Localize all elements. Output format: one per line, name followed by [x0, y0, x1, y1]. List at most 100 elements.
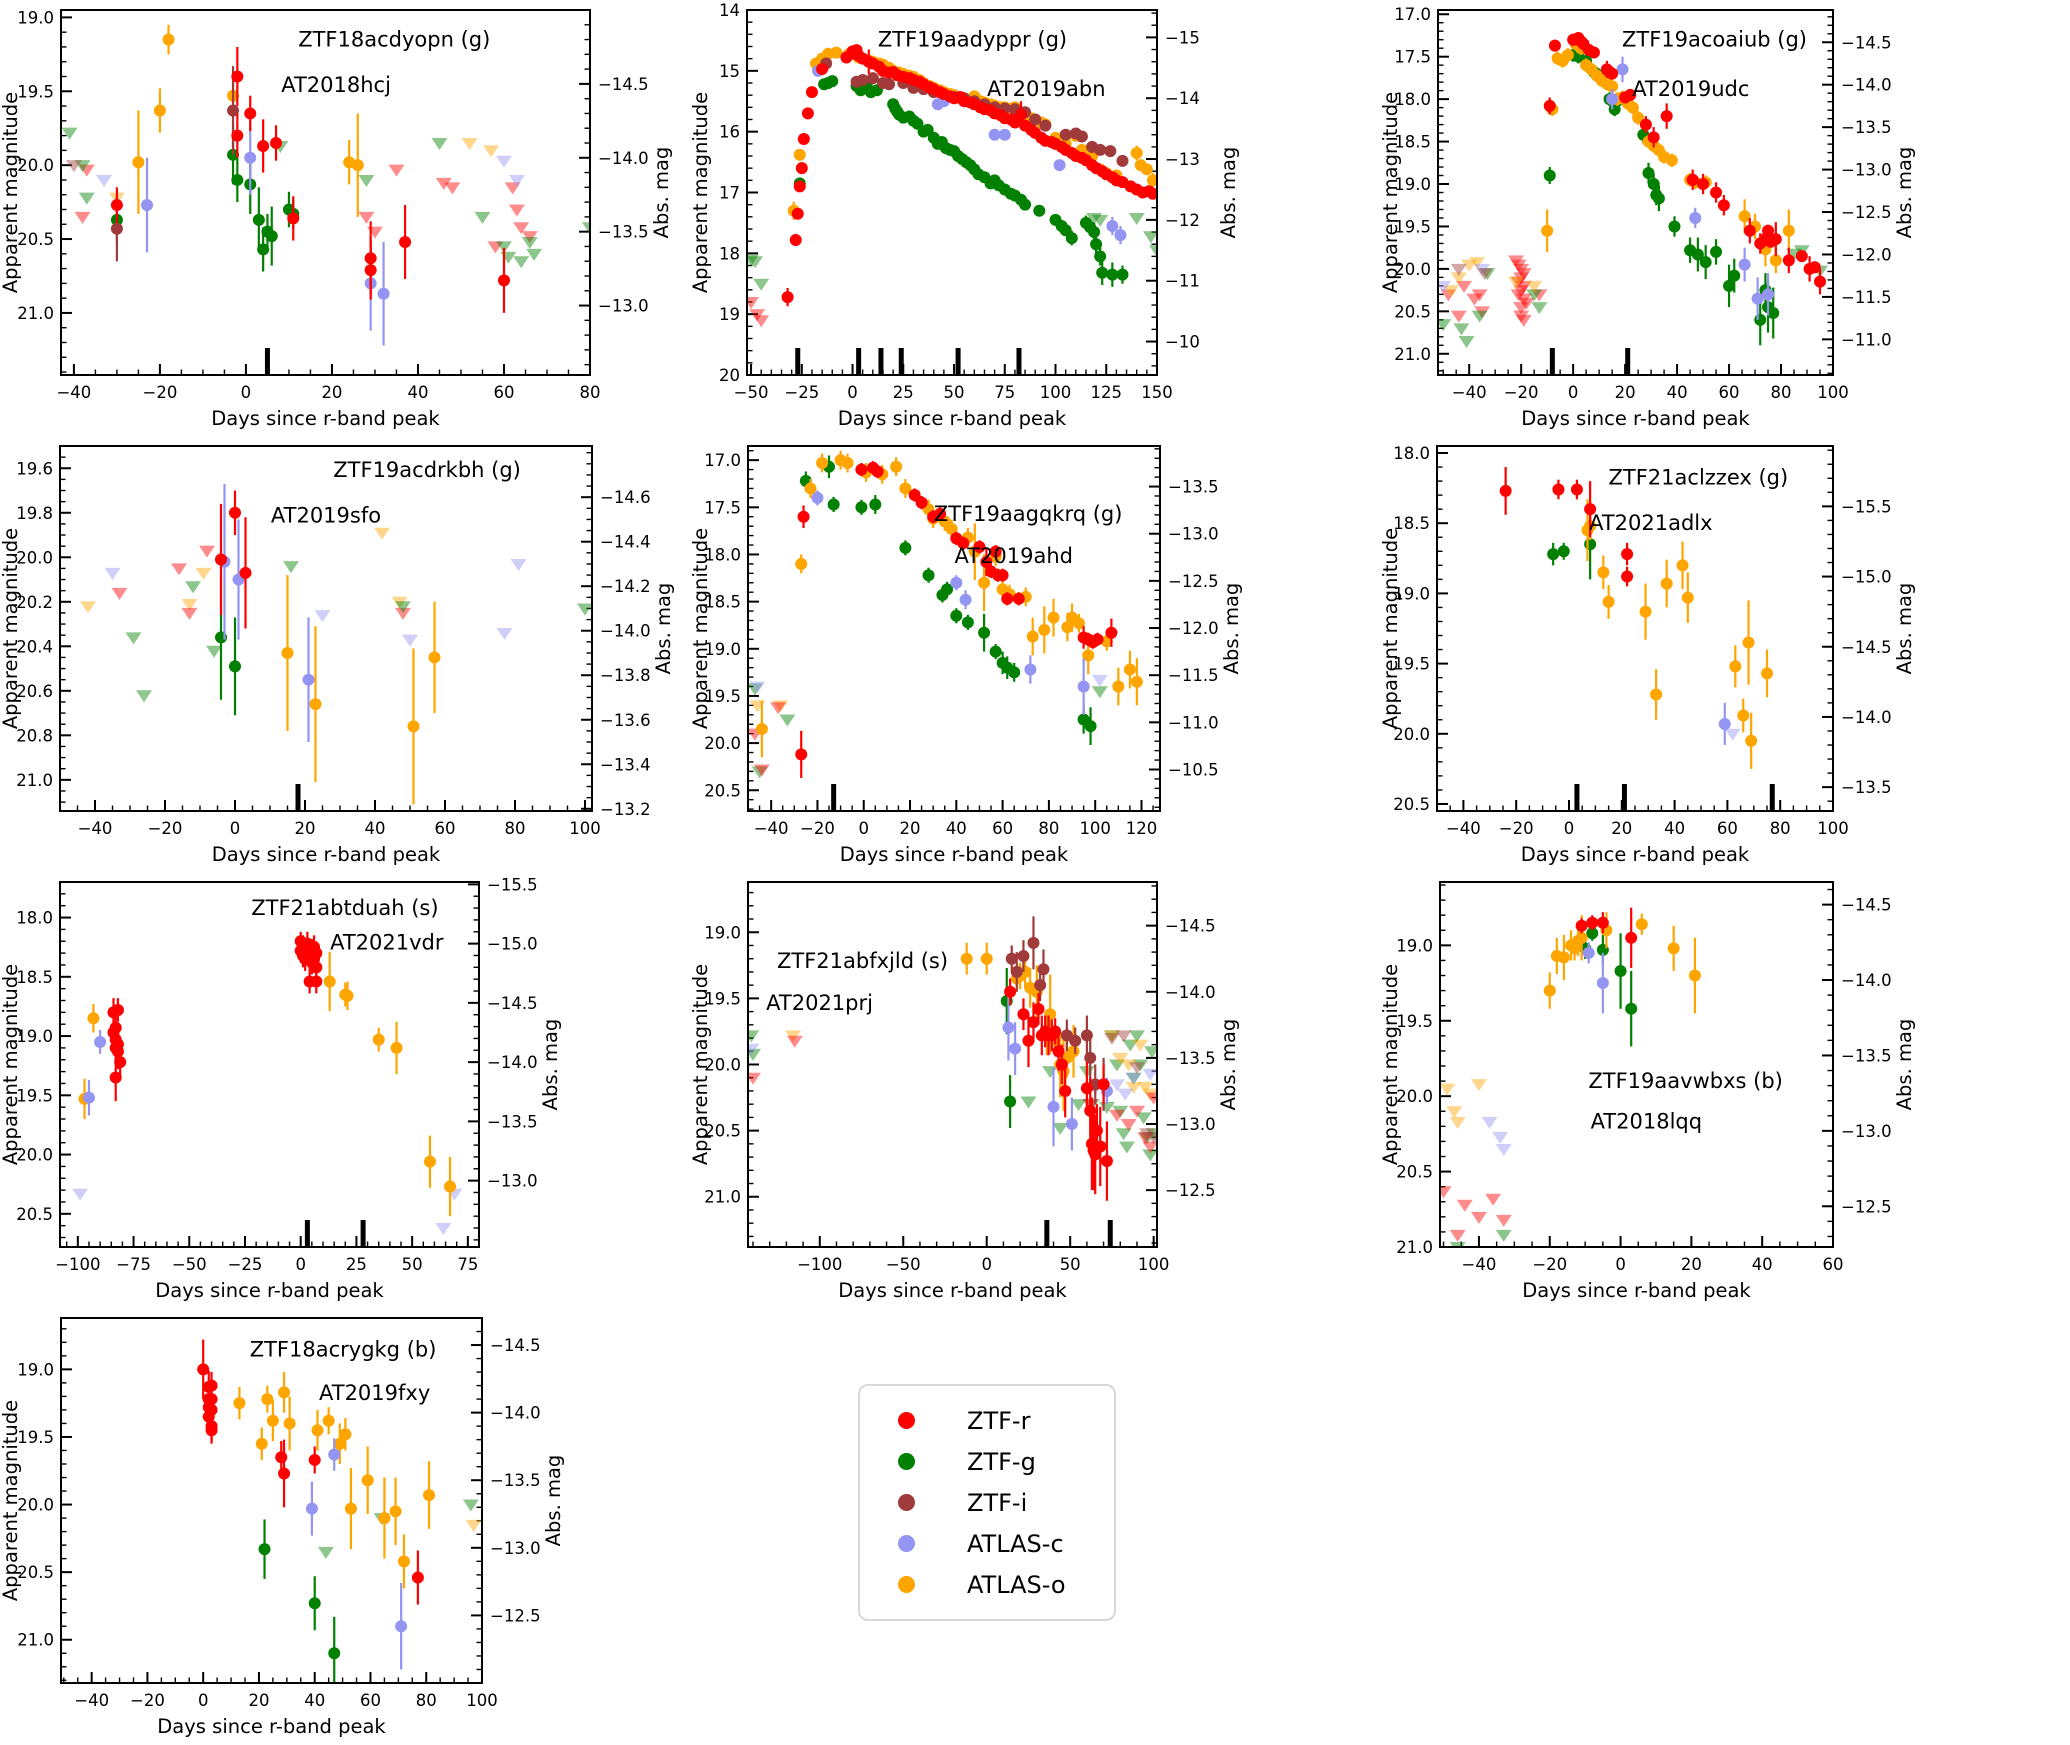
svg-text:−40: −40 — [74, 1691, 109, 1710]
svg-text:−14.0: −14.0 — [600, 622, 651, 641]
series-ZTF-r — [1004, 978, 1113, 1201]
svg-text:19.8: 19.8 — [16, 504, 53, 523]
x-axis-label: Days since r-band peak — [1521, 843, 1750, 866]
svg-text:21.0: 21.0 — [1394, 345, 1431, 364]
tick-labels: −50 −25 0 25 50 75 100 125 150 14 15 16 17 18 19 20 −15 −… — [719, 1, 1200, 402]
axes-frame — [746, 9, 1158, 376]
svg-text:−11.0: −11.0 — [1841, 330, 1892, 349]
svg-text:−14.5: −14.5 — [598, 75, 649, 94]
ztf-id-label: ZTF19acdrkbh (g) — [333, 458, 521, 482]
tick-labels: −40 −20 0 20 40 60 80 19.0 19.5 20.0 20.5 21.0 −14.5… — [17, 8, 648, 402]
series-ZTF-r — [1543, 32, 1827, 295]
svg-text:−25: −25 — [784, 383, 819, 402]
svg-text:−40: −40 — [78, 819, 113, 838]
svg-text:19.0: 19.0 — [17, 1360, 54, 1379]
svg-text:−14.2: −14.2 — [600, 577, 651, 596]
svg-text:80: 80 — [505, 819, 526, 838]
svg-text:20.5: 20.5 — [704, 1122, 741, 1141]
svg-text:−20: −20 — [148, 819, 183, 838]
series-ZTF-r — [107, 931, 323, 1102]
limits-ATLAS-o — [1442, 257, 1543, 298]
legend-label: ZTF-g — [967, 1447, 1036, 1476]
svg-text:20.5: 20.5 — [17, 1563, 54, 1582]
svg-text:18.5: 18.5 — [16, 968, 53, 987]
legend-marker-ATLAS-c — [898, 1535, 915, 1552]
panel-cell-5: −40 −20 0 20 40 60 80 100 18.0 18.5 19.0 19.5 20.0 20… — [1380, 436, 2070, 872]
at-id-label: AT2019abn — [987, 77, 1106, 101]
tick-labels: −40 −20 0 20 40 60 80 100 19.0 19.5 20.0 20.5 21.0 −1… — [17, 1336, 540, 1710]
legend-item-ZTF-i: ZTF-i — [860, 1482, 1104, 1523]
panel-title: ZTF19aagqkrq (g) AT2019ahd — [934, 502, 1123, 568]
svg-text:20: 20 — [1615, 383, 1636, 402]
svg-text:18.5: 18.5 — [1393, 514, 1430, 533]
series-ATLAS-o — [1543, 912, 1701, 1014]
at-id-label: AT2019ahd — [954, 544, 1073, 568]
svg-text:19.0: 19.0 — [1396, 936, 1433, 955]
y-axis-label-right: Abs. mag — [542, 1455, 565, 1547]
detection-markers — [215, 483, 441, 805]
svg-text:−14.4: −14.4 — [600, 533, 651, 552]
ztf-id-label: ZTF21abtduah (s) — [251, 896, 438, 920]
ztf-id-label: ZTF21abfxjld (s) — [777, 949, 948, 973]
panel-title: ZTF18acrygkg (b) AT2019fxy — [250, 1337, 437, 1405]
tick-labels: −40 −20 0 20 40 60 80 100 17.0 17.5 18.0 18.5 19.0 19… — [1394, 5, 1891, 402]
upper-limit-markers — [72, 1188, 463, 1236]
y-axis-label-right: Abs. mag — [652, 583, 675, 675]
svg-text:−13.5: −13.5 — [490, 1471, 541, 1490]
svg-text:−13.0: −13.0 — [598, 297, 649, 316]
axes-frame — [1436, 445, 1834, 812]
ztf-id-label: ZTF19aavwbxs (b) — [1588, 1069, 1782, 1093]
panel-title: ZTF21abfxjld (s) AT2021prj — [766, 949, 948, 1015]
panel-AT2021adlx: −40 −20 0 20 40 60 80 100 18.0 18.5 19.0 19.5 20.0 20… — [1380, 444, 1916, 866]
panel-cell-0: −40 −20 0 20 40 60 80 19.0 19.5 20.0 20.5 21.0 −14.5… — [0, 0, 690, 436]
svg-text:100: 100 — [1138, 1255, 1170, 1274]
svg-text:20.0: 20.0 — [1394, 260, 1431, 279]
panel-title: ZTF19acoaiub (g) AT2019udc — [1622, 28, 1807, 101]
svg-text:−12.0: −12.0 — [1168, 619, 1219, 638]
svg-text:0: 0 — [295, 1255, 306, 1274]
series-ZTF-r — [1499, 467, 1634, 587]
svg-text:−13.8: −13.8 — [600, 666, 651, 685]
legend-label: ZTF-i — [967, 1488, 1028, 1517]
legend: ZTF-r ZTF-g ZTF-i ATLAS-c ATLAS-o — [858, 1384, 1116, 1621]
svg-text:100: 100 — [1817, 383, 1849, 402]
upper-limit-markers — [748, 213, 1156, 328]
svg-text:80: 80 — [580, 383, 601, 402]
at-id-label: AT2019fxy — [319, 1381, 430, 1405]
svg-text:−13.5: −13.5 — [1841, 1046, 1892, 1065]
ticks — [748, 885, 1157, 1247]
svg-text:60: 60 — [992, 819, 1013, 838]
svg-text:20.5: 20.5 — [16, 1205, 53, 1224]
series-ZTF-r — [795, 461, 1118, 778]
legend-label: ATLAS-o — [967, 1570, 1066, 1599]
panel-AT2019sfo: −40 −20 0 20 40 60 80 100 19.6 19.8 20.0 20.2 20.4 20… — [0, 445, 675, 866]
limits-ATLAS-o — [1441, 1079, 1487, 1129]
series-ATLAS-o — [1541, 37, 1795, 274]
x-axis-label: Days since r-band peak — [155, 1279, 384, 1302]
panel-cell-4: −40 −20 0 20 40 60 80 100 120 17.0 17.5 18.0 18.5 19.… — [690, 436, 1380, 872]
upper-limit-markers — [1724, 728, 1741, 741]
svg-text:−13.0: −13.0 — [1841, 1122, 1892, 1141]
y-axis-label-left: Apparent magnitude — [0, 1400, 22, 1601]
at-id-label: AT2021vdr — [330, 931, 444, 955]
svg-text:20: 20 — [248, 1691, 269, 1710]
panel-AT2018lqq: −40 −20 0 20 40 60 19.0 19.5 20.0 20.5 21.0 −14.5 −1… — [1380, 881, 1916, 1302]
ticks — [60, 881, 480, 1247]
svg-text:60: 60 — [435, 819, 456, 838]
series-ZTF-g — [258, 1519, 341, 1682]
series-ATLAS-o — [755, 450, 1143, 758]
svg-text:−13.5: −13.5 — [1165, 1049, 1216, 1068]
svg-text:150: 150 — [1141, 383, 1173, 402]
spectrum-epoch-ticks — [1574, 784, 1775, 810]
spectrum-epoch-ticks — [295, 784, 301, 810]
svg-text:−20: −20 — [800, 819, 835, 838]
svg-text:−14.0: −14.0 — [1165, 983, 1216, 1002]
tick-labels: −40 −20 0 20 40 60 80 100 18.0 18.5 19.0 19.5 20.0 20… — [1393, 444, 1891, 838]
upper-limit-markers — [62, 127, 589, 269]
svg-text:19.5: 19.5 — [16, 1086, 53, 1105]
svg-text:40: 40 — [304, 1691, 325, 1710]
y-axis-label-right: Abs. mag — [539, 1019, 562, 1111]
spectrum-epoch-ticks — [1044, 1220, 1113, 1246]
svg-text:20.0: 20.0 — [16, 548, 53, 567]
svg-text:−13.5: −13.5 — [1841, 778, 1892, 797]
